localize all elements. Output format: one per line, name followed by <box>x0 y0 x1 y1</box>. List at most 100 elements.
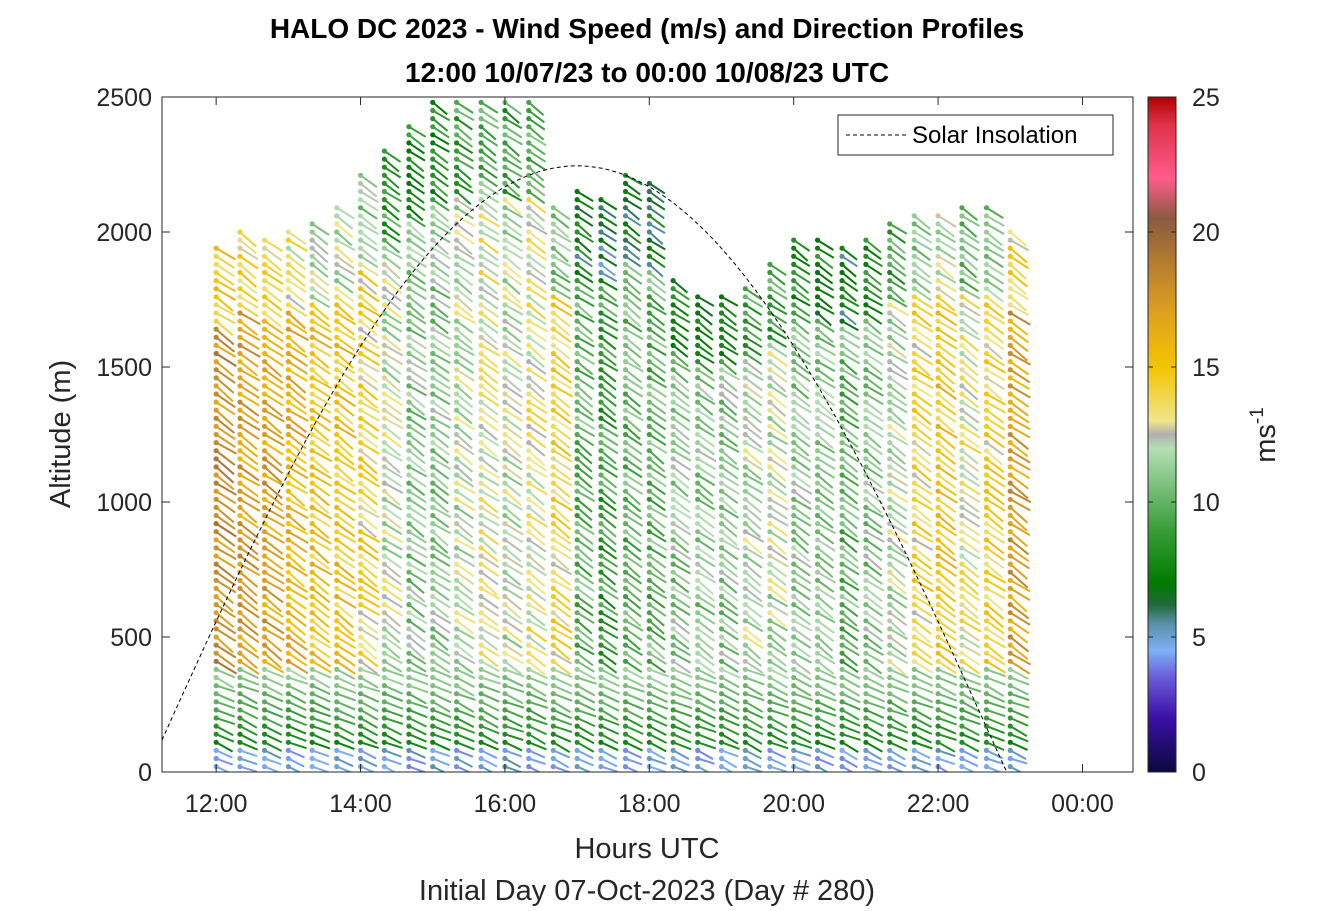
wind-barb-point <box>237 561 243 567</box>
wind-barb-shaft <box>408 741 428 750</box>
wind-barb-point <box>502 529 508 535</box>
wind-barb-point <box>598 480 604 486</box>
wind-barb-point <box>935 488 941 494</box>
wind-barb-shaft <box>455 401 474 416</box>
wind-barb-point <box>237 488 243 494</box>
wind-profile <box>646 180 669 772</box>
wind-barb-shaft <box>504 433 523 449</box>
wind-barb-shaft <box>263 296 283 312</box>
wind-barb-shaft <box>263 619 285 635</box>
wind-barb-point <box>839 269 845 276</box>
wind-barb-point <box>839 585 845 592</box>
wind-barb-shaft <box>576 660 595 673</box>
wind-barb-point <box>598 253 604 259</box>
wind-barb-point <box>814 278 821 284</box>
wind-barb-shaft <box>817 571 837 584</box>
wind-barb-point <box>285 545 291 551</box>
wind-barb-shaft <box>600 271 618 283</box>
wind-barb-shaft <box>215 417 236 434</box>
wind-barb-shaft <box>624 636 641 651</box>
wind-barb-shaft <box>287 352 308 367</box>
wind-barb-point <box>670 294 676 300</box>
wind-barb-point <box>598 610 604 616</box>
wind-barb-point <box>285 423 291 429</box>
wind-barb-shaft <box>287 247 305 263</box>
wind-barb-shaft <box>697 628 716 642</box>
wind-barb-point <box>430 496 436 502</box>
wind-barb-shaft <box>985 263 1005 277</box>
wind-barb-shaft <box>576 579 595 593</box>
wind-barb-shaft <box>287 368 308 382</box>
wind-barb-point <box>430 423 436 429</box>
wind-barb-shaft <box>937 652 957 668</box>
wind-barb-shaft <box>455 587 474 602</box>
wind-barb-shaft <box>744 644 762 660</box>
wind-barb-shaft <box>408 700 429 709</box>
wind-barb-point <box>718 423 725 429</box>
wind-barb-shaft <box>937 563 958 578</box>
wind-barb-shaft <box>552 247 569 263</box>
wind-barb-shaft <box>576 231 595 244</box>
wind-barb-shaft <box>408 458 426 473</box>
wind-barb-point <box>261 715 268 721</box>
wind-barb-shaft <box>360 474 380 488</box>
wind-barb-point <box>502 334 508 340</box>
wind-barb-shaft <box>311 563 333 576</box>
wind-barb-point <box>887 310 893 316</box>
wind-barb-point <box>911 456 917 462</box>
wind-barb-shaft <box>697 725 717 734</box>
wind-barb-shaft <box>720 482 740 495</box>
wind-barb-point <box>574 731 580 737</box>
wind-barb-shaft <box>1009 539 1030 556</box>
wind-barb-point <box>502 431 508 438</box>
wind-barb-point <box>453 310 460 316</box>
wind-barb-shaft <box>456 765 472 772</box>
wind-barb-shaft <box>311 684 331 696</box>
wind-barb-shaft <box>600 425 619 438</box>
wind-barb-shaft <box>311 458 330 474</box>
wind-barb-shaft <box>360 628 380 641</box>
wind-barb-shaft <box>287 498 308 512</box>
wind-barb-point <box>550 626 556 632</box>
wind-barb-point <box>381 707 387 713</box>
wind-barb-shaft <box>432 142 450 153</box>
wind-barb-shaft <box>865 449 882 466</box>
wind-barb-point <box>309 278 315 284</box>
wind-barb-shaft <box>432 101 448 116</box>
wind-barb-shaft <box>600 619 619 631</box>
wind-barb-shaft <box>360 757 378 768</box>
wind-barb-point <box>670 278 676 284</box>
wind-barb-shaft <box>480 109 499 123</box>
wind-barb-point <box>453 205 460 211</box>
wind-barb-point <box>670 359 676 365</box>
wind-barb-point <box>309 707 315 713</box>
wind-barb-point <box>983 496 990 502</box>
wind-barb-point <box>285 496 291 502</box>
wind-barb-point <box>406 124 412 130</box>
wind-barb-point <box>887 472 893 478</box>
wind-barb-point <box>526 164 532 170</box>
wind-barb-point <box>453 423 460 429</box>
wind-barb-point <box>646 197 652 203</box>
wind-barb-point <box>911 512 917 519</box>
wind-barb-shaft <box>432 425 450 439</box>
wind-barb-shaft <box>408 668 429 678</box>
wind-barb-point <box>430 213 436 219</box>
wind-barb-shaft <box>816 644 834 660</box>
wind-barb-point <box>839 666 845 673</box>
wind-barb-shaft <box>552 514 572 531</box>
wind-barb-point <box>911 610 917 616</box>
wind-barb-point <box>670 407 676 413</box>
wind-barb-shaft <box>576 239 592 254</box>
wind-barb-point <box>887 342 893 348</box>
wind-barb-shaft <box>359 611 379 626</box>
wind-barb-shaft <box>648 320 667 334</box>
wind-barb-shaft <box>961 733 980 743</box>
wind-barb-point <box>357 286 364 292</box>
wind-barb-point <box>406 342 412 348</box>
wind-profile <box>213 245 238 772</box>
wind-barb-shaft <box>697 498 716 511</box>
wind-barb-shaft <box>913 660 933 674</box>
wind-barb-point <box>261 286 268 292</box>
wind-barb-shaft <box>961 692 980 705</box>
